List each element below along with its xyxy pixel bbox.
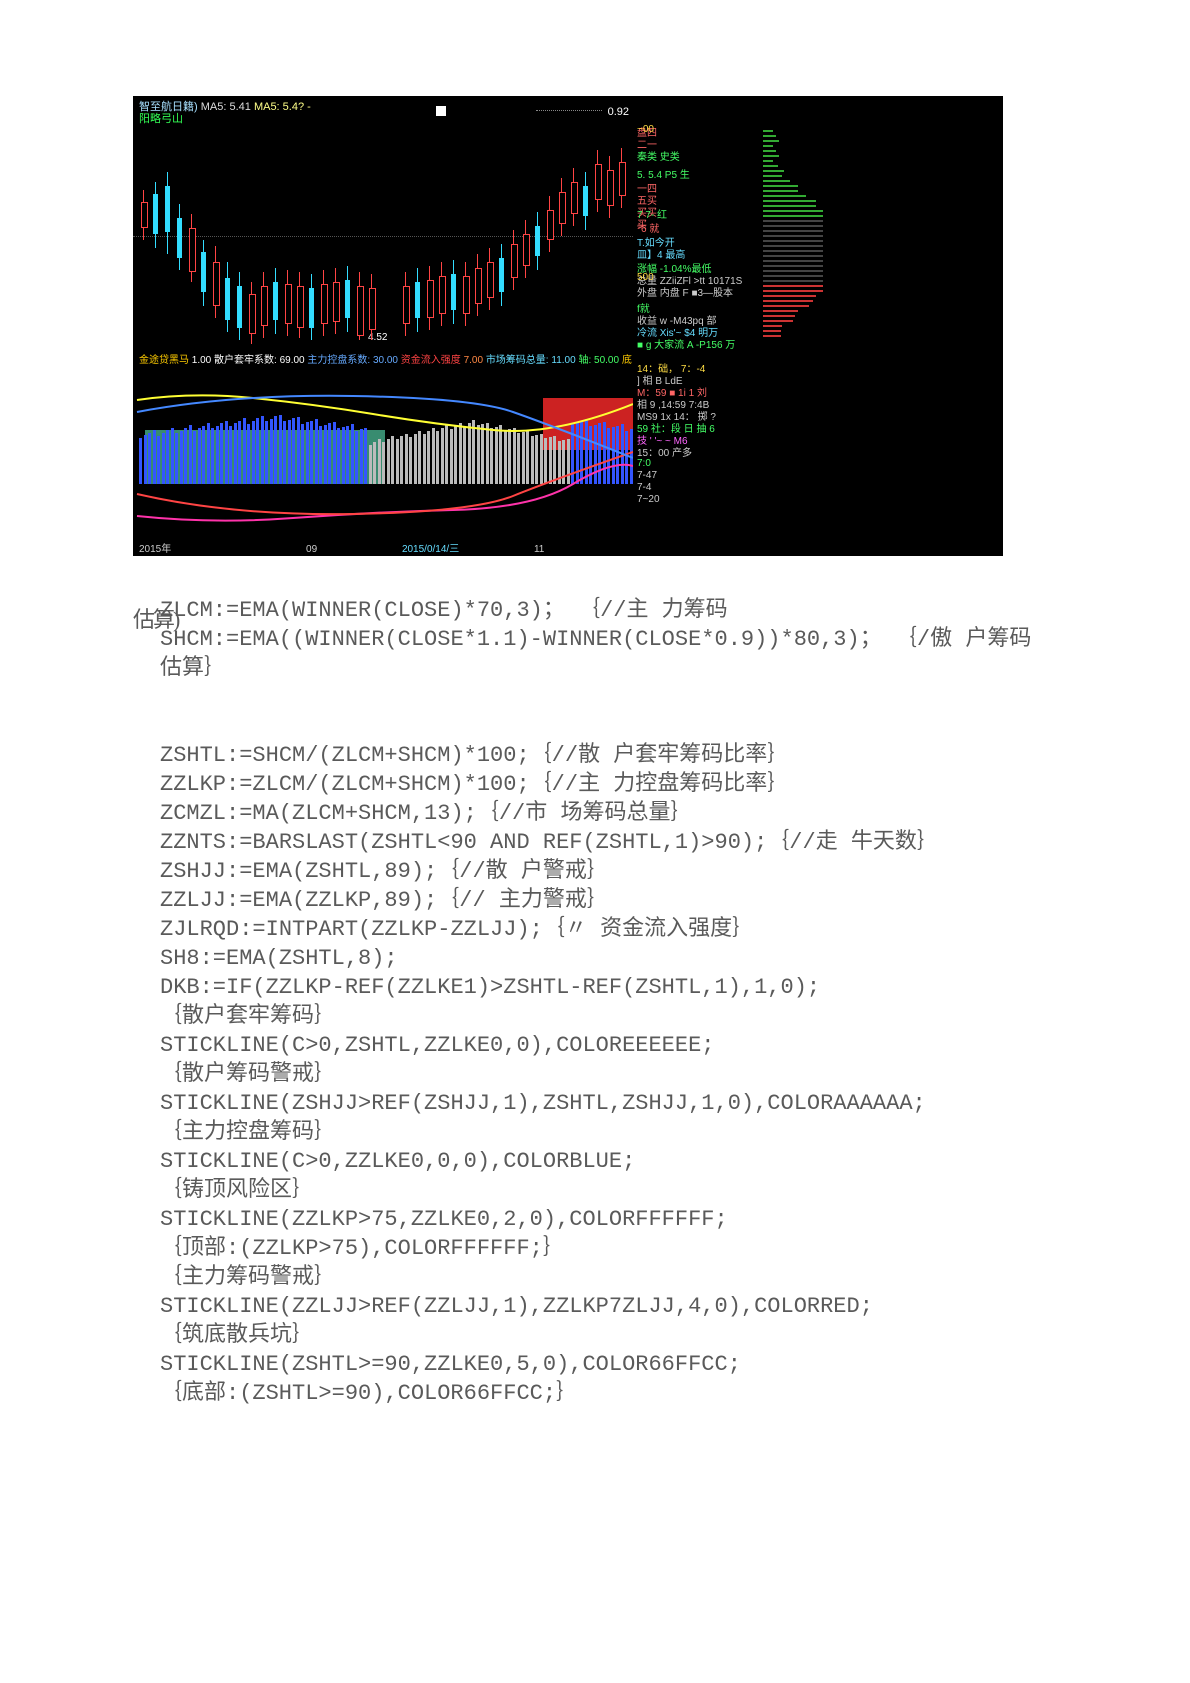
mid-gridline <box>133 236 633 237</box>
ma5-b: MA5: 5.4? - <box>254 101 311 113</box>
document-page: 智至航日籍) MA5: 5.41 MA5: 5.4? - 阳略弓山 0.92 4… <box>0 0 1190 1683</box>
marker-icon <box>436 106 446 116</box>
indicator-header: 金途贷黑马 1.00 散户套牢系数: 69.00 主力控盘系数: 30.00 资… <box>133 350 633 366</box>
chart-header: 智至航日籍) MA5: 5.41 MA5: 5.4? - <box>133 96 1003 116</box>
candle-area: 0.92 4.52 <box>133 122 633 350</box>
indicator-lines <box>133 366 633 536</box>
value-marker: 0.92 <box>608 106 629 118</box>
timeline: 2015年 09 2015/0/14/三 11 <box>133 538 633 556</box>
indicator-area <box>133 366 633 536</box>
formula-code: ZLCM:=EMA(WINNER(CLOSE)*70,3)； ｛//主 力筹码 … <box>160 596 1040 1408</box>
quote-panel: 盘四 ~00二一秦类 史类 5. 5.4 P5 生一四五买买买买 7 7- <box>633 124 1003 556</box>
stock-chart: 智至航日籍) MA5: 5.41 MA5: 5.4? - 阳略弓山 0.92 4… <box>133 96 1003 556</box>
ma5-a: MA5: 5.41 <box>201 101 251 113</box>
